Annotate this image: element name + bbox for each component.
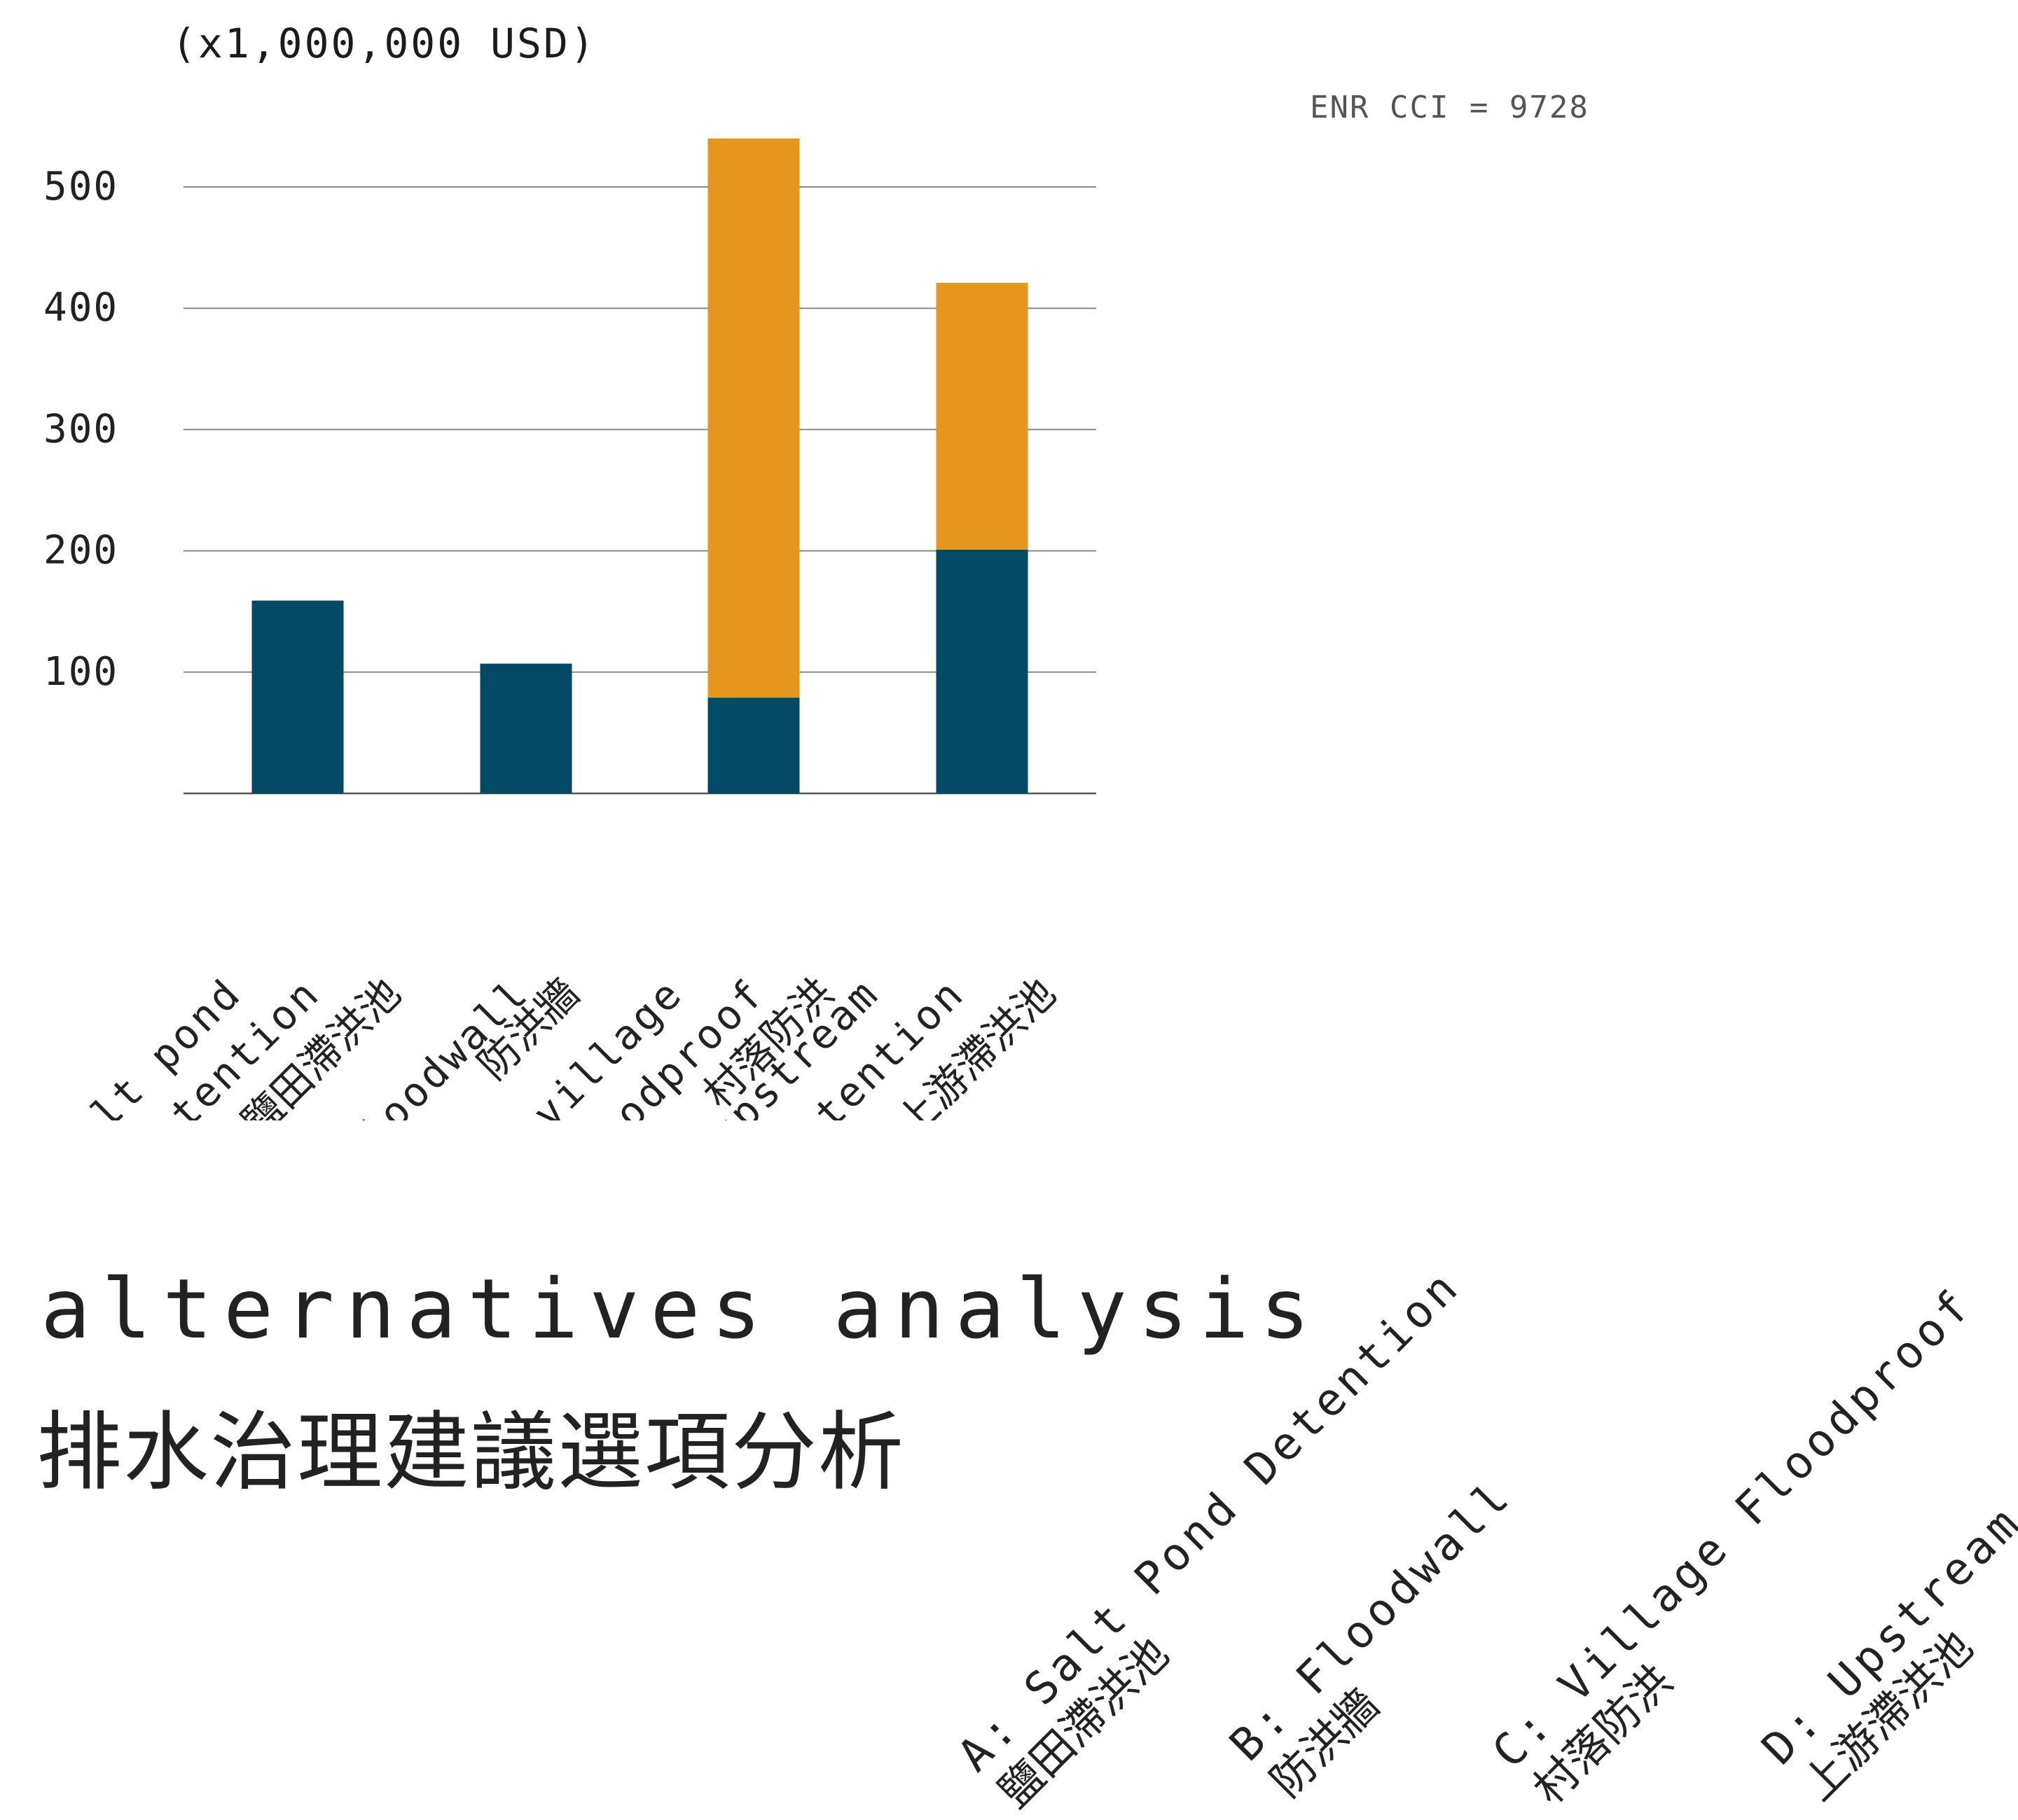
y-tick-label-200: 200: [43, 528, 118, 574]
y-tick-label-400: 400: [43, 285, 118, 331]
legend-item-c: C: Village Floodproof 村落防洪: [1481, 1277, 2018, 1816]
bar-4-series-2: [936, 282, 1028, 550]
page-title-english: alternatives analysis: [41, 1260, 1321, 1357]
bar-1-series-1: [251, 600, 344, 793]
bar-3-series-1: [707, 697, 800, 793]
y-tick-label-100: 100: [43, 649, 118, 695]
y-tick-label-500: 500: [43, 164, 118, 209]
y-tick-label-300: 300: [43, 406, 118, 452]
y-axis-unit-label: (x1,000,000 USD): [172, 20, 597, 67]
bar-2-series-1: [480, 663, 572, 793]
page-title-chinese: 排水治理建議選項分析: [36, 1403, 905, 1502]
bar-4-series-1: [936, 549, 1028, 793]
cost-index-note: ENR CCI = 9728: [1310, 90, 1589, 125]
bar-3-series-2: [707, 138, 800, 698]
